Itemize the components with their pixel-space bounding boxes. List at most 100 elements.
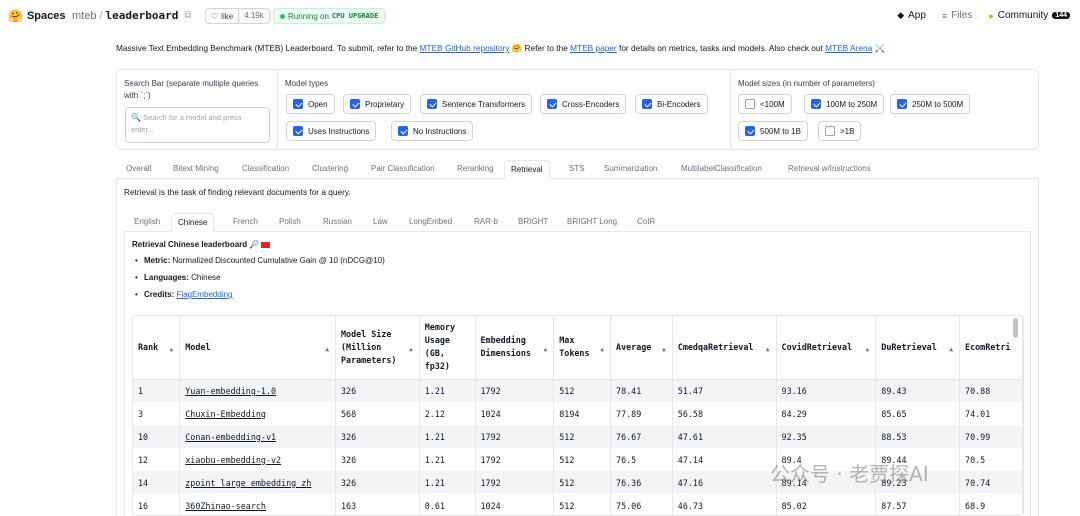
- checkbox-cross-encoders[interactable]: Cross-Encoders: [540, 94, 627, 114]
- tab-polish[interactable]: Polish: [279, 217, 301, 226]
- checkbox-100m-250m[interactable]: 100M to 250M: [804, 94, 885, 114]
- like-part[interactable]: ♡ like: [206, 9, 238, 23]
- col-header-cmedqa[interactable]: CmedqaRetrieval ▲: [672, 316, 777, 380]
- table-cell: 85.02: [776, 494, 877, 515]
- tab-bright[interactable]: BRIGHT: [518, 217, 549, 226]
- tab-files[interactable]: ≡ Files: [936, 8, 978, 23]
- table-scrollbar[interactable]: [1013, 318, 1018, 338]
- checkbox-open[interactable]: Open: [286, 94, 335, 114]
- model-link[interactable]: Yuan-embedding-1.0: [179, 379, 336, 402]
- checkbox-proprietary[interactable]: Proprietary: [343, 94, 412, 114]
- tab-classification[interactable]: Classification: [242, 164, 290, 173]
- col-header-ecom[interactable]: EcomRetri: [959, 316, 1023, 380]
- tab-russian[interactable]: Russian: [323, 217, 352, 226]
- col-header-average[interactable]: Average ▲: [610, 316, 673, 380]
- repo-link[interactable]: leaderboard: [105, 9, 179, 22]
- col-header-du[interactable]: DuRetrieval ▲: [875, 316, 961, 380]
- tab-longembed[interactable]: LongEmbed: [409, 217, 453, 226]
- col-header-model-size[interactable]: Model Size (Million Parameters) ▲: [335, 316, 420, 380]
- tab-chinese[interactable]: Chinese: [171, 213, 215, 232]
- sort-icon[interactable]: ▲: [325, 346, 329, 353]
- table-cell: 1792: [475, 448, 555, 471]
- tab-bitext-mining[interactable]: Bitext Mining: [173, 164, 219, 173]
- model-link[interactable]: Chuxin-Embedding: [179, 402, 336, 425]
- checkbox-checked-icon: [547, 99, 557, 109]
- sort-icon[interactable]: ▲: [949, 346, 954, 353]
- col-header-label: DuRetrieval: [881, 341, 937, 352]
- tab-community-label: Community: [997, 10, 1049, 21]
- sort-icon[interactable]: ▲: [543, 346, 548, 353]
- owner-link[interactable]: mteb: [72, 9, 97, 22]
- checkbox-250m-500m[interactable]: 250M to 500M: [890, 94, 971, 114]
- model-link[interactable]: 360Zhinao-search: [179, 494, 336, 515]
- mteb-paper-link[interactable]: MTEB paper: [570, 43, 617, 53]
- tab-rar-b[interactable]: RAR-b: [474, 217, 499, 226]
- tab-sts[interactable]: STS: [569, 164, 585, 173]
- col-header-rank[interactable]: Rank ▲: [133, 316, 181, 380]
- metric-value: Normalized Discounted Cumulative Gain @ …: [172, 256, 385, 265]
- tab-retrieval-instructions[interactable]: Retrieval w/Instructions: [788, 164, 871, 173]
- table-cell: 56.58: [672, 402, 777, 425]
- col-header-memory[interactable]: Memory Usage (GB, fp32): [419, 316, 476, 380]
- like-button[interactable]: ♡ like 4.19k: [205, 8, 270, 24]
- col-header-model[interactable]: Model ▲: [179, 316, 336, 380]
- tab-french[interactable]: French: [233, 217, 258, 226]
- model-link[interactable]: xiaobu-embedding-v2: [179, 448, 336, 471]
- tab-retrieval[interactable]: Retrieval: [504, 160, 550, 179]
- checkbox-bi-encoders[interactable]: Bi-Encoders: [635, 94, 708, 114]
- search-input[interactable]: 🔍 Search for a model and press enter...: [125, 107, 270, 143]
- checkbox-label: <100M: [760, 99, 785, 109]
- tab-multilabel-classification[interactable]: MultilabelClassification: [681, 164, 762, 173]
- checkbox-gt-1b[interactable]: >1B: [818, 121, 862, 141]
- sort-icon[interactable]: ▲: [169, 346, 174, 353]
- tab-law[interactable]: Law: [373, 217, 388, 226]
- brand-label: Spaces: [26, 10, 66, 22]
- col-header-label: Memory Usage (GB, fp32): [424, 322, 455, 372]
- languages-key: Languages:: [144, 273, 189, 282]
- mteb-github-link[interactable]: MTEB GitHub repository: [419, 43, 510, 53]
- table-cell: 1792: [475, 379, 555, 402]
- checkbox-lt-100m[interactable]: <100M: [738, 94, 792, 114]
- tab-coir[interactable]: CoIR: [637, 217, 656, 226]
- col-header-label: Embedding Dimensions: [480, 335, 531, 359]
- tab-bright-long[interactable]: BRIGHT Long: [567, 217, 618, 226]
- tab-clustering[interactable]: Clustering: [312, 164, 349, 173]
- tab-pair-classification[interactable]: Pair Classification: [371, 164, 435, 173]
- table-cell: 85.65: [875, 402, 961, 425]
- tab-summarization[interactable]: Summarization: [604, 164, 658, 173]
- mteb-arena-link[interactable]: MTEB Arena: [825, 43, 873, 53]
- checkbox-label: No Instructions: [413, 126, 467, 136]
- col-header-max-tokens[interactable]: Max Tokens ▲: [553, 316, 612, 380]
- table-cell: 92.35: [776, 425, 877, 448]
- tab-community[interactable]: ● Community 144: [982, 8, 1076, 23]
- checkbox-500m-1b[interactable]: 500M to 1B: [738, 121, 808, 141]
- checkbox-sentence-transformers[interactable]: Sentence Transformers: [420, 94, 533, 114]
- model-link[interactable]: Conan-embedding-v1: [179, 425, 336, 448]
- sort-icon[interactable]: ▲: [662, 346, 666, 353]
- tab-overall[interactable]: Overall: [126, 164, 152, 173]
- sort-icon[interactable]: ▲: [765, 346, 770, 353]
- credits-link[interactable]: FlagEmbedding: [176, 290, 233, 299]
- sort-icon[interactable]: ▲: [600, 346, 605, 353]
- model-sizes-label: Model sizes (in number of parameters): [738, 79, 875, 88]
- copy-icon[interactable]: ⧉: [184, 10, 192, 21]
- tab-reranking[interactable]: Reranking: [457, 164, 494, 173]
- status-badge[interactable]: Running on CPU UPGRADE: [273, 8, 386, 24]
- table-row: 1 Yuan-embedding-1.0 326 1.21 1792 512 78.41 51…: [133, 379, 1023, 402]
- table-cell: 512: [553, 494, 612, 515]
- app-icon: ◆: [897, 10, 905, 20]
- tab-english[interactable]: English: [134, 217, 161, 226]
- table-cell: 70.74: [959, 471, 1023, 494]
- tab-app[interactable]: ◆ App: [891, 8, 932, 23]
- col-header-covid[interactable]: CovidRetrieval ▲: [776, 316, 877, 380]
- checkbox-no-instructions[interactable]: No Instructions: [391, 121, 474, 141]
- sort-icon[interactable]: ▲: [409, 346, 413, 353]
- spaces-brand[interactable]: 🤗 Spaces: [8, 9, 65, 23]
- table-cell: 326: [335, 471, 420, 494]
- table-cell: 2.12: [419, 402, 476, 425]
- checkbox-label: Uses Instructions: [308, 126, 370, 136]
- model-link[interactable]: zpoint_large_embedding_zh: [179, 471, 336, 494]
- checkbox-uses-instructions[interactable]: Uses Instructions: [286, 121, 377, 141]
- sort-icon[interactable]: ▲: [865, 346, 870, 353]
- col-header-embedding-dims[interactable]: Embedding Dimensions ▲: [475, 316, 555, 380]
